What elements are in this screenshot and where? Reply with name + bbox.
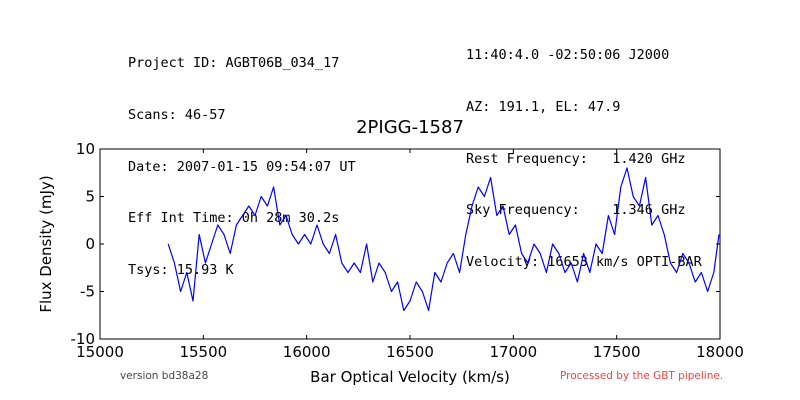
y-tick-label: 10 <box>76 140 95 158</box>
rest-frequency-text: Rest Frequency: 1.420 GHz <box>466 150 686 167</box>
x-tick-label: 18000 <box>696 343 744 361</box>
tsys-text: Tsys: 15.93 K <box>128 261 234 278</box>
x-tick-label: 15000 <box>76 343 124 361</box>
y-tick-label: 0 <box>85 235 95 253</box>
header-right-info: 11:40:4.0 -02:50:06 J2000 AZ: 191.1, EL:… <box>466 13 702 288</box>
date-text: Date: 2007-01-15 09:54:07 UT <box>128 158 356 175</box>
x-tick-label: 16500 <box>386 343 434 361</box>
plot-area: 15000 15500 16000 16500 17000 17500 18000 -10 -5… <box>71 140 744 361</box>
x-axis-label: Bar Optical Velocity (km/s) <box>310 368 510 386</box>
x-tick-label: 15500 <box>179 343 227 361</box>
series-line-0 <box>167 167 720 312</box>
y-tick-label: -5 <box>80 283 95 301</box>
header-left-info: Project ID: AGBT06B_034_17 Scans: 46-57 … <box>128 21 356 296</box>
pipeline-credit: Processed by the GBT pipeline. <box>560 370 724 382</box>
az-el-text: AZ: 191.1, EL: 47.9 <box>466 99 621 115</box>
project-id-text: Project ID: AGBT06B_034_17 <box>128 55 340 72</box>
x-tick-label: 17000 <box>489 343 537 361</box>
plot-frame <box>99 148 721 340</box>
y-tick-label: 5 <box>85 188 95 206</box>
coordinates-text: 11:40:4.0 -02:50:06 J2000 <box>466 47 670 64</box>
chart-title: 2PIGG-1587 <box>356 117 464 138</box>
version-label: version bd38a28 <box>120 370 209 382</box>
y-axis-label: Flux Density (mJy) <box>37 175 55 312</box>
y-tick-label: -10 <box>71 330 96 348</box>
x-tick-label: 17500 <box>593 343 641 361</box>
x-tick-label: 16000 <box>283 343 331 361</box>
scans-text: Scans: 46-57 <box>128 107 226 123</box>
